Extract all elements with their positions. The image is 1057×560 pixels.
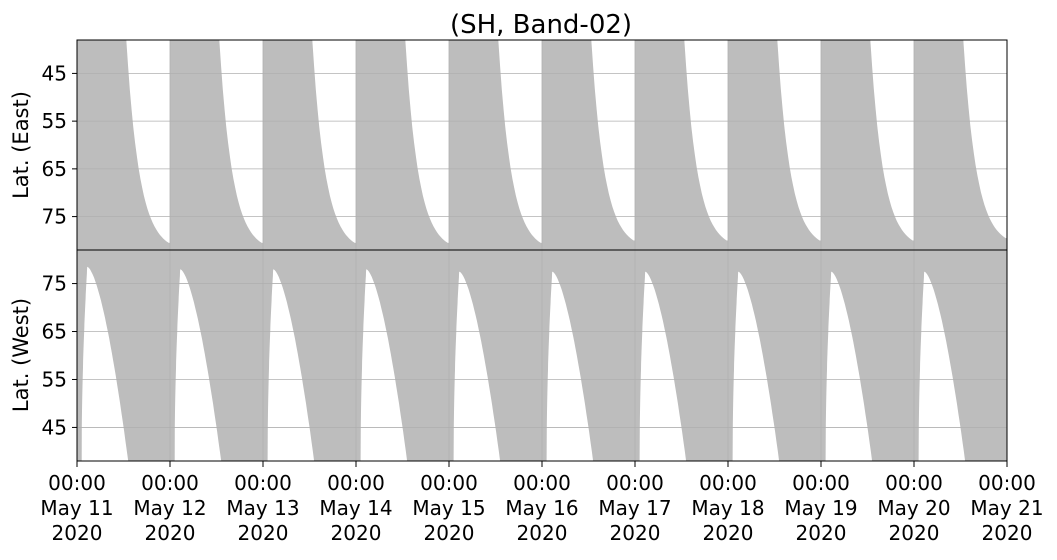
x-tick-date: May 20 (877, 496, 950, 520)
east-coverage-day (449, 40, 542, 250)
x-tick-date: May 13 (226, 496, 299, 520)
west-coverage-areas (77, 250, 1007, 461)
y-tick-label: 75 (42, 272, 67, 296)
east-coverage-day (914, 40, 1007, 250)
west-gap-day (825, 271, 873, 461)
west-gap-day (639, 271, 687, 461)
x-tick-time: 00:00 (978, 471, 1036, 495)
x-tick-year: 2020 (424, 521, 475, 545)
east-coverage-day (77, 40, 170, 250)
east-coverage-areas (77, 40, 1007, 250)
west-gap-day (546, 271, 594, 461)
x-tick-time: 00:00 (327, 471, 385, 495)
x-tick-year: 2020 (331, 521, 382, 545)
x-tick-date: May 21 (970, 496, 1043, 520)
x-tick-year: 2020 (517, 521, 568, 545)
x-tick-time: 00:00 (513, 471, 571, 495)
x-tick-time: 00:00 (48, 471, 106, 495)
x-tick-year: 2020 (703, 521, 754, 545)
chart-title: (SH, Band-02) (450, 10, 632, 40)
x-tick-year: 2020 (145, 521, 196, 545)
x-tick-date: May 18 (691, 496, 764, 520)
x-tick-time: 00:00 (420, 471, 478, 495)
west-gap-day (732, 271, 780, 461)
west-y-axis-label: Lat. (West) (9, 298, 33, 412)
y-tick-label: 55 (42, 109, 67, 133)
x-tick-date: May 11 (40, 496, 113, 520)
x-tick-date: May 12 (133, 496, 206, 520)
east-y-ticks: 45 55 65 75 (42, 61, 77, 229)
x-tick-time: 00:00 (234, 471, 292, 495)
x-tick-time: 00:00 (606, 471, 664, 495)
east-coverage-day (635, 40, 728, 250)
x-tick-date: May 16 (505, 496, 578, 520)
east-coverage-day (356, 40, 449, 250)
west-gap-day (267, 269, 315, 461)
x-tick-time: 00:00 (885, 471, 943, 495)
east-coverage-day (263, 40, 356, 250)
west-gap-day (81, 266, 129, 461)
panel-east: 45 55 65 75 Lat. (East) (9, 39, 1008, 251)
y-tick-label: 75 (42, 205, 67, 229)
x-tick-year: 2020 (52, 521, 103, 545)
x-tick-year: 2020 (610, 521, 661, 545)
y-tick-label: 65 (42, 157, 67, 181)
x-tick-year: 2020 (238, 521, 289, 545)
east-coverage-day (170, 40, 263, 250)
y-tick-label: 55 (42, 367, 67, 391)
west-gap-day (918, 271, 966, 461)
x-tick-year: 2020 (982, 521, 1033, 545)
west-gap-day (360, 269, 408, 461)
x-tick-date: May 14 (319, 496, 392, 520)
west-gap-day (174, 269, 222, 461)
east-coverage-day (542, 40, 635, 250)
x-tick-time: 00:00 (141, 471, 199, 495)
x-tick-date: May 19 (784, 496, 857, 520)
x-tick-date: May 15 (412, 496, 485, 520)
west-grid (76, 250, 1008, 461)
east-y-axis-label: Lat. (East) (9, 91, 33, 199)
y-tick-label: 45 (42, 415, 67, 439)
east-coverage-day (821, 40, 914, 250)
y-tick-label: 45 (42, 61, 67, 85)
x-tick-year: 2020 (796, 521, 847, 545)
east-coverage-day (728, 40, 821, 250)
y-tick-label: 65 (42, 320, 67, 344)
panel-west: 75 65 55 45 Lat. (West) (9, 249, 1008, 462)
west-y-ticks: 75 65 55 45 (42, 272, 77, 439)
x-tick-year: 2020 (889, 521, 940, 545)
west-gap-day (453, 271, 501, 461)
x-tick-time: 00:00 (792, 471, 850, 495)
x-tick-date: May 17 (598, 496, 671, 520)
x-tick-time: 00:00 (699, 471, 757, 495)
